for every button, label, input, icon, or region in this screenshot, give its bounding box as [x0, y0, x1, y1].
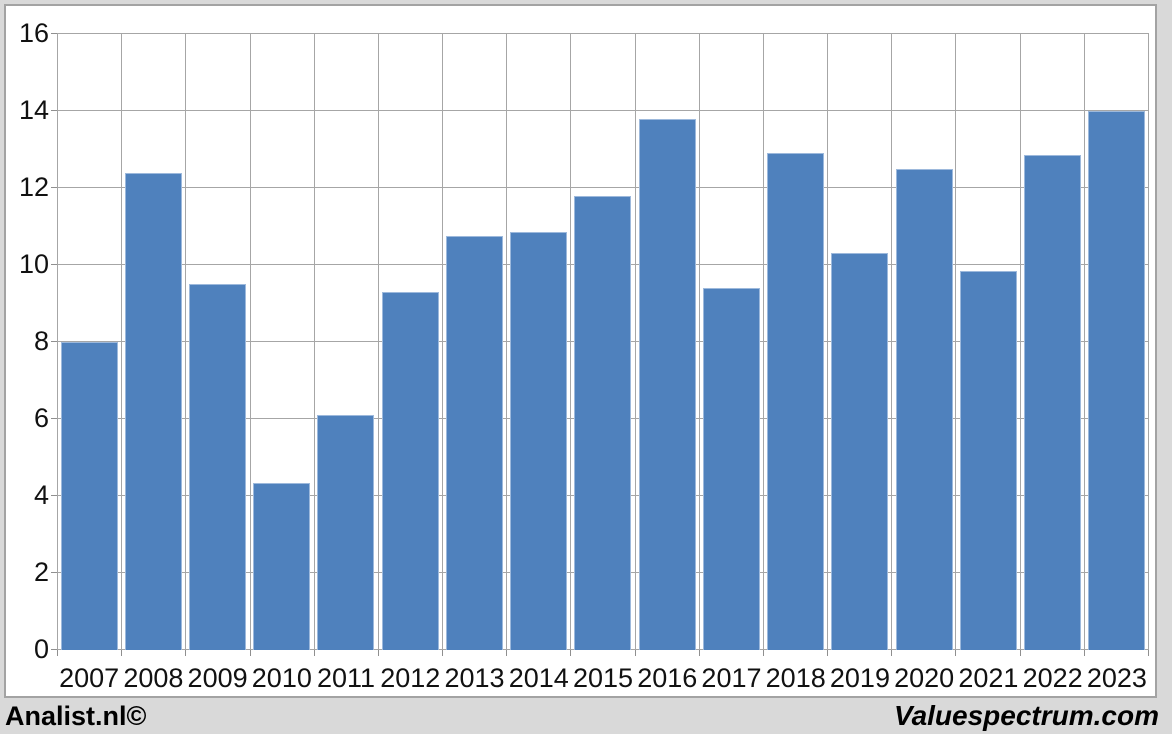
bar-2021: [960, 271, 1017, 650]
y-axis-label-6: 6: [33, 403, 49, 433]
x-axis-label-2018: 2018: [765, 663, 826, 693]
y-tick-6: [51, 418, 57, 419]
bar-2019: [831, 253, 888, 650]
gridline-v-16: [1084, 33, 1085, 650]
bar-2018: [767, 153, 824, 650]
y-tick-12: [51, 187, 57, 188]
x-tick-3: [250, 650, 251, 656]
bar-2009: [189, 284, 246, 650]
y-axis-label-0: 0: [33, 634, 49, 664]
x-tick-1: [121, 650, 122, 656]
gridline-v-14: [955, 33, 956, 650]
gridline-v-5: [378, 33, 379, 650]
x-tick-10: [699, 650, 700, 656]
y-tick-16: [51, 33, 57, 34]
gridline-v-3: [250, 33, 251, 650]
bar-2014: [510, 232, 567, 650]
gridline-v-12: [827, 33, 828, 650]
x-tick-17: [1148, 650, 1149, 656]
bar-2017: [703, 288, 760, 650]
gridline-v-8: [570, 33, 571, 650]
x-tick-5: [378, 650, 379, 656]
x-tick-16: [1084, 650, 1085, 656]
gridline-h-16: [57, 33, 1149, 34]
x-tick-11: [763, 650, 764, 656]
y-axis-label-12: 12: [18, 172, 49, 202]
bar-2010: [253, 483, 310, 650]
x-tick-15: [1020, 650, 1021, 656]
gridline-v-6: [442, 33, 443, 650]
bar-2023: [1088, 111, 1145, 650]
gridline-v-13: [891, 33, 892, 650]
gridline-h-14: [57, 110, 1149, 111]
x-axis-label-2012: 2012: [380, 663, 441, 693]
x-axis-label-2013: 2013: [444, 663, 505, 693]
gridline-v-11: [763, 33, 764, 650]
x-axis-label-2023: 2023: [1086, 663, 1147, 693]
x-axis-label-2011: 2011: [317, 663, 376, 693]
y-axis-label-8: 8: [33, 326, 49, 356]
gridline-v-0: [57, 33, 58, 650]
gridline-v-4: [314, 33, 315, 650]
x-tick-14: [955, 650, 956, 656]
gridline-v-2: [185, 33, 186, 650]
y-tick-2: [51, 572, 57, 573]
chart-box: 0 2 4 6 8 10 12 14 16 2007 2008 2009 2010 2011 2012 201…: [4, 4, 1157, 698]
x-tick-12: [827, 650, 828, 656]
x-tick-6: [442, 650, 443, 656]
x-axis-label-2010: 2010: [251, 663, 312, 693]
x-axis-label-2008: 2008: [123, 663, 184, 693]
bar-2016: [639, 119, 696, 650]
x-axis-label-2022: 2022: [1022, 663, 1083, 693]
y-tick-4: [51, 495, 57, 496]
x-axis-label-2020: 2020: [894, 663, 955, 693]
y-axis-label-10: 10: [18, 249, 49, 279]
bar-2013: [446, 236, 503, 650]
bar-2012: [382, 292, 439, 650]
y-axis-label-14: 14: [18, 95, 49, 125]
gridline-v-17: [1148, 33, 1149, 650]
x-tick-0: [57, 650, 58, 656]
valuespectrum-credit: Valuespectrum.com: [893, 700, 1159, 731]
x-axis-label-2017: 2017: [701, 663, 762, 693]
gridline-v-1: [121, 33, 122, 650]
x-axis-label-2019: 2019: [829, 663, 890, 693]
y-tick-0: [51, 649, 57, 650]
plot-area: [51, 33, 1149, 650]
x-axis-label-2014: 2014: [508, 663, 569, 693]
y-tick-14: [51, 110, 57, 111]
gridline-v-10: [699, 33, 700, 650]
y-axis-label-4: 4: [33, 480, 49, 510]
gridline-h-12: [57, 187, 1149, 188]
x-tick-13: [891, 650, 892, 656]
x-tick-8: [570, 650, 571, 656]
y-tick-8: [51, 341, 57, 342]
x-axis-label-2015: 2015: [572, 663, 634, 693]
bar-2015: [574, 196, 631, 650]
x-tick-7: [506, 650, 507, 656]
x-axis-label-2016: 2016: [637, 663, 698, 693]
bar-2020: [896, 169, 953, 650]
analist-credit: Analist.nl©: [5, 701, 147, 731]
gridline-v-7: [506, 33, 507, 650]
bar-2007: [61, 342, 118, 650]
bar-2011: [317, 415, 374, 650]
y-axis-label-16: 16: [18, 18, 49, 48]
gridline-v-15: [1020, 33, 1021, 650]
bar-2008: [125, 173, 182, 650]
y-tick-10: [51, 264, 57, 265]
x-axis-label-2007: 2007: [59, 663, 120, 693]
x-tick-2: [185, 650, 186, 656]
x-tick-4: [314, 650, 315, 656]
x-axis-label-2021: 2021: [958, 663, 1019, 693]
bar-2022: [1024, 155, 1081, 650]
x-tick-9: [635, 650, 636, 656]
gridline-v-9: [635, 33, 636, 650]
y-axis-label-2: 2: [33, 557, 49, 587]
x-axis-label-2009: 2009: [187, 663, 248, 693]
